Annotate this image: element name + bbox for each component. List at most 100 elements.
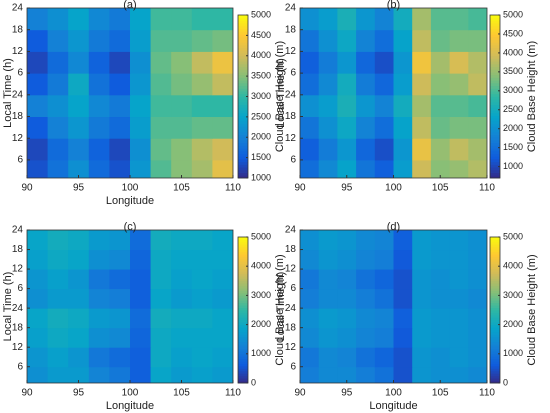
cell xyxy=(430,249,451,270)
colorbar-swatch xyxy=(490,23,500,27)
colorbar-swatch xyxy=(490,268,500,272)
cell xyxy=(130,269,152,290)
colorbar-swatch xyxy=(238,118,248,122)
cell xyxy=(393,159,413,178)
cell xyxy=(356,116,376,139)
colorbar-swatch xyxy=(238,17,248,21)
cell xyxy=(88,347,110,368)
cell xyxy=(393,51,413,74)
colorbar-swatch xyxy=(490,137,500,141)
cell xyxy=(171,29,193,52)
colorbar-tick-label: 1000 xyxy=(503,161,523,171)
cell xyxy=(412,230,432,251)
colorbar-swatch xyxy=(238,353,248,357)
cell xyxy=(212,138,233,161)
cell xyxy=(47,230,69,251)
cell xyxy=(47,8,69,31)
colorbar-swatch xyxy=(238,150,248,154)
cell xyxy=(393,269,413,290)
cell xyxy=(47,73,69,96)
cell xyxy=(337,138,357,161)
cell xyxy=(393,327,413,348)
cell xyxy=(318,269,338,290)
colorbar-label: Cloud Base Height (m) xyxy=(274,254,286,365)
cell xyxy=(374,138,394,161)
colorbar-swatch xyxy=(238,358,248,362)
colorbar-swatch xyxy=(490,302,500,306)
cell xyxy=(68,308,90,329)
y-tick-label: 12 xyxy=(285,133,297,144)
colorbar-swatch xyxy=(238,375,248,379)
cell xyxy=(130,366,152,383)
x-tick-label: 90 xyxy=(21,388,33,399)
cell xyxy=(191,327,213,348)
cell xyxy=(88,29,110,52)
colorbar-tick-label: 1500 xyxy=(251,152,271,162)
x-axis-label: Longitude xyxy=(106,195,154,207)
cell xyxy=(191,94,213,118)
colorbar-frame xyxy=(489,14,501,179)
colorbar-swatch xyxy=(490,175,500,179)
colorbar-swatch xyxy=(490,310,500,313)
cell xyxy=(109,116,131,139)
colorbar-swatch xyxy=(490,80,500,84)
cell xyxy=(449,327,469,348)
colorbar-swatch xyxy=(490,158,500,163)
y-tick-label: 24 xyxy=(285,303,297,314)
cell xyxy=(191,230,213,251)
cell xyxy=(374,269,394,290)
cell xyxy=(109,230,131,251)
colorbar-swatch xyxy=(238,20,248,24)
cell xyxy=(374,29,394,52)
cell xyxy=(430,94,451,118)
colorbar-swatch xyxy=(490,378,500,381)
cell xyxy=(337,159,357,178)
colorbar-label: Cloud Base Height (m) xyxy=(526,254,538,365)
cell xyxy=(318,347,338,368)
colorbar-swatch xyxy=(238,158,248,163)
cell xyxy=(430,308,451,329)
cell xyxy=(318,29,338,52)
cell xyxy=(212,51,233,74)
colorbar-swatch xyxy=(490,331,500,335)
colorbar-swatch xyxy=(238,47,248,51)
y-tick-label: 18 xyxy=(285,111,297,122)
x-tick-label: 90 xyxy=(294,183,306,194)
cell xyxy=(374,327,394,348)
colorbar-swatch xyxy=(490,322,500,325)
colorbar-swatch xyxy=(490,283,500,287)
colorbar-swatch xyxy=(490,244,500,248)
cell xyxy=(171,138,193,161)
colorbar-swatch xyxy=(490,126,500,130)
cell xyxy=(68,94,90,118)
cell xyxy=(356,138,376,161)
colorbar-swatch xyxy=(238,69,248,73)
cell xyxy=(150,116,172,139)
colorbar-swatch xyxy=(238,107,248,111)
cell xyxy=(449,159,469,178)
cell xyxy=(130,347,152,368)
cell xyxy=(130,308,152,329)
cell xyxy=(68,159,90,178)
colorbar-swatch xyxy=(238,263,248,267)
cell xyxy=(374,94,394,118)
y-tick-label: 18 xyxy=(285,244,297,255)
colorbar-swatch xyxy=(238,292,248,296)
colorbar-swatch xyxy=(238,368,248,372)
cell xyxy=(27,159,49,178)
colorbar-swatch xyxy=(490,344,500,347)
cell xyxy=(393,8,413,31)
colorbar-swatch xyxy=(490,156,500,160)
colorbar-swatch xyxy=(490,261,500,265)
y-tick-label: 12 xyxy=(285,342,297,353)
colorbar-swatch xyxy=(490,339,500,343)
cell xyxy=(318,51,338,74)
x-tick-label: 105 xyxy=(432,183,449,194)
cell xyxy=(318,366,338,383)
cell xyxy=(412,249,432,270)
cell xyxy=(130,73,152,96)
x-tick-label: 100 xyxy=(122,183,139,194)
heatmap xyxy=(27,8,233,178)
colorbar-swatch xyxy=(490,292,500,296)
